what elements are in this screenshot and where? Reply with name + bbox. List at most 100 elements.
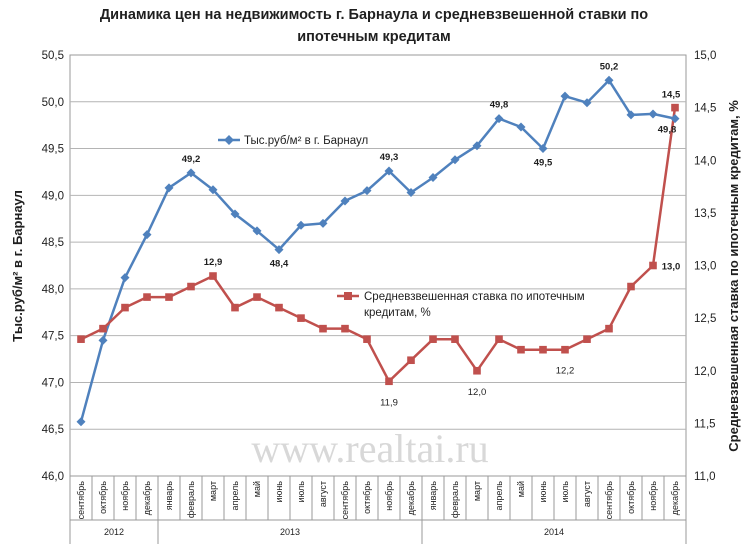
rate-point bbox=[99, 324, 107, 333]
category-label: июнь bbox=[274, 481, 284, 503]
price-point bbox=[450, 155, 460, 165]
right-axis-title: Средневзвешенная ставка по ипотечным кре… bbox=[726, 100, 741, 452]
category-label: сентябрь bbox=[76, 481, 86, 520]
category-label: февраль bbox=[186, 481, 196, 518]
rate-point bbox=[363, 335, 371, 343]
rate-point bbox=[451, 335, 459, 343]
year-label: 2013 bbox=[280, 527, 300, 537]
right-tick-label: 14,0 bbox=[694, 155, 716, 167]
rate-point bbox=[385, 377, 393, 386]
price-data-label: 49,3 bbox=[380, 152, 399, 163]
rate-data-label: 14,5 bbox=[662, 90, 681, 101]
rate-data-label: 11,9 bbox=[380, 397, 398, 408]
price-data-label: 49,8 bbox=[490, 100, 509, 111]
legend-blue-label: Тыс.руб/м² в г. Барнаул bbox=[244, 135, 368, 147]
left-tick-label: 47,0 bbox=[42, 377, 64, 389]
price-data-label: 50,2 bbox=[600, 61, 619, 72]
right-tick-label: 15,0 bbox=[694, 50, 716, 62]
right-tick-label: 11,0 bbox=[694, 471, 716, 483]
category-label: август bbox=[318, 481, 328, 507]
rate-point bbox=[561, 345, 569, 354]
price-point bbox=[582, 98, 592, 108]
category-label: август bbox=[582, 481, 592, 507]
watermark: www.realtai.ru bbox=[251, 426, 488, 471]
price-point bbox=[274, 245, 284, 255]
category-label: январь bbox=[428, 481, 438, 511]
price-point bbox=[516, 122, 526, 132]
category-label: ноябрь bbox=[648, 481, 658, 511]
price-point bbox=[142, 230, 152, 240]
chart-title-line-2: ипотечным кредитам bbox=[297, 29, 450, 45]
price-data-label: 49,5 bbox=[534, 158, 553, 169]
category-label: январь bbox=[164, 481, 174, 511]
category-label: март bbox=[208, 481, 218, 501]
category-label: март bbox=[472, 481, 482, 501]
legend-red-label-line-1: Средневзвешенная ставка по ипотечным bbox=[364, 291, 585, 303]
price-point bbox=[318, 218, 328, 228]
rate-point bbox=[605, 324, 613, 333]
right-tick-label: 11,5 bbox=[694, 418, 716, 430]
rate-point bbox=[253, 293, 261, 301]
rate-point bbox=[517, 345, 525, 354]
price-point bbox=[384, 166, 394, 176]
series-lines bbox=[79, 79, 677, 423]
legend-blue: Тыс.руб/м² в г. Барнаул bbox=[218, 135, 368, 147]
price-point bbox=[98, 335, 108, 345]
price-point bbox=[76, 417, 86, 427]
category-label: сентябрь bbox=[340, 481, 350, 520]
left-axis-title: Тыс.руб/м² в г. Барнаул bbox=[10, 190, 25, 342]
price-point bbox=[670, 114, 680, 124]
right-tick-label: 14,5 bbox=[694, 103, 716, 115]
category-label: ноябрь bbox=[120, 481, 130, 511]
left-tick-label: 49,5 bbox=[42, 144, 64, 156]
price-point bbox=[428, 173, 438, 183]
left-tick-label: 46,5 bbox=[42, 424, 64, 436]
category-label: сентябрь bbox=[604, 481, 614, 520]
series-markers bbox=[76, 75, 680, 427]
price-point bbox=[296, 220, 306, 230]
price-data-label: 49,8 bbox=[658, 125, 677, 136]
category-label: октябрь bbox=[98, 481, 108, 514]
price-point bbox=[120, 273, 130, 283]
rate-point bbox=[297, 314, 305, 322]
price-point bbox=[362, 186, 372, 196]
left-tick-label: 50,5 bbox=[42, 50, 64, 62]
rate-point bbox=[231, 303, 239, 312]
price-data-label: 48,4 bbox=[270, 259, 289, 270]
year-label: 2012 bbox=[104, 527, 124, 537]
right-tick-label: 13,5 bbox=[694, 208, 716, 220]
price-data-label: 49,2 bbox=[182, 154, 201, 165]
price-point bbox=[252, 226, 262, 236]
category-label: декабрь bbox=[142, 481, 152, 516]
category-label: октябрь bbox=[626, 481, 636, 514]
rate-data-label: 12,2 bbox=[556, 366, 575, 377]
left-tick-label: 49,0 bbox=[42, 190, 64, 202]
plot-area bbox=[69, 54, 687, 477]
rate-point bbox=[429, 335, 437, 343]
category-label: октябрь bbox=[362, 481, 372, 514]
category-label: апрель bbox=[230, 481, 240, 511]
rate-point bbox=[341, 324, 349, 333]
rate-data-label: 12,9 bbox=[204, 257, 223, 268]
rate-point bbox=[77, 335, 85, 343]
rate-point bbox=[209, 272, 217, 280]
category-label: ноябрь bbox=[384, 481, 394, 511]
chart-title-line-1: Динамика цен на недвижимость г. Барнаула… bbox=[100, 7, 648, 23]
price-point bbox=[560, 91, 570, 101]
price-point bbox=[538, 144, 548, 154]
year-label: 2014 bbox=[544, 527, 564, 537]
rate-point bbox=[407, 356, 415, 365]
left-tick-label: 46,0 bbox=[42, 471, 64, 483]
category-label: декабрь bbox=[406, 481, 416, 516]
rate-point bbox=[165, 293, 173, 301]
left-tick-label: 50,0 bbox=[42, 97, 64, 109]
rate-point bbox=[275, 303, 283, 312]
category-label: февраль bbox=[450, 481, 460, 518]
price-point bbox=[164, 183, 174, 193]
category-label: июнь bbox=[538, 481, 548, 503]
legend-blue-marker bbox=[224, 135, 234, 145]
legend-red-marker bbox=[344, 292, 352, 300]
price-point bbox=[406, 188, 416, 198]
rate-data-label: 13,0 bbox=[662, 262, 681, 273]
